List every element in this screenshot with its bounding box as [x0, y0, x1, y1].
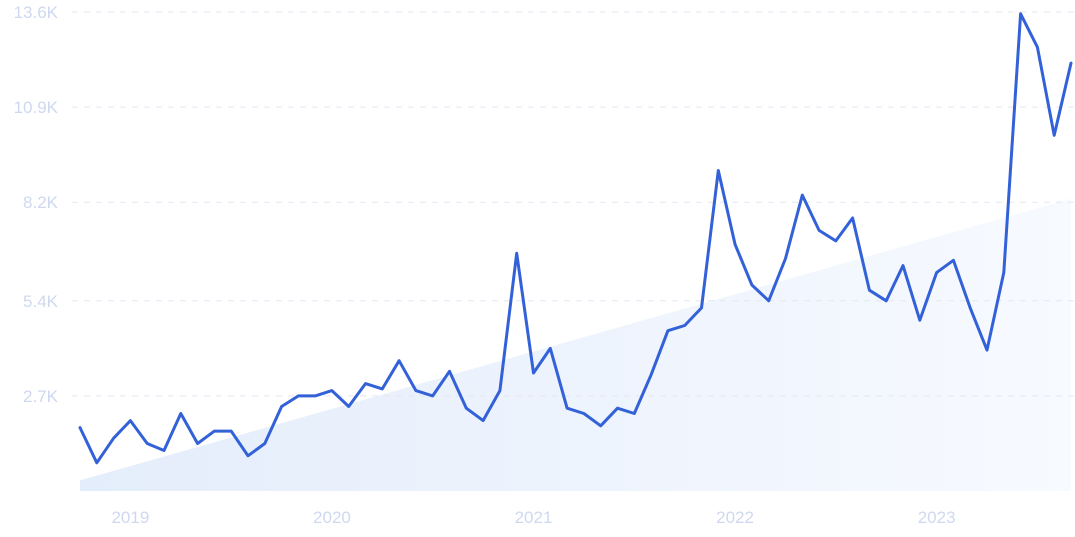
data-point: [734, 243, 737, 246]
data-point: [616, 407, 619, 410]
data-point: [112, 437, 115, 440]
data-point: [414, 389, 417, 392]
data-point: [347, 405, 350, 408]
data-point: [767, 299, 770, 302]
y-tick-label: 13.6K: [14, 3, 59, 22]
data-point: [1036, 46, 1039, 49]
data-point: [717, 169, 720, 172]
data-point: [1070, 62, 1073, 65]
y-tick-label: 8.2K: [23, 193, 59, 212]
data-point: [448, 370, 451, 373]
data-point: [465, 407, 468, 410]
data-point: [700, 306, 703, 309]
data-point: [666, 329, 669, 332]
data-point: [986, 349, 989, 352]
data-point: [633, 412, 636, 415]
y-tick-label: 10.9K: [14, 98, 59, 117]
y-tick-label: 5.4K: [23, 292, 59, 311]
data-point: [163, 449, 166, 452]
x-tick-label: 2019: [111, 508, 149, 527]
data-point: [179, 412, 182, 415]
data-point: [364, 382, 367, 385]
x-tick-label: 2022: [716, 508, 754, 527]
data-point: [834, 239, 837, 242]
data-point: [498, 389, 501, 392]
data-point: [885, 299, 888, 302]
data-point: [566, 407, 569, 410]
series-line: [78, 12, 1073, 465]
data-point: [902, 264, 905, 267]
data-point: [230, 430, 233, 433]
data-point: [801, 194, 804, 197]
data-point: [818, 229, 821, 232]
data-point: [784, 257, 787, 260]
data-point: [146, 442, 149, 445]
data-point: [1019, 12, 1022, 15]
trend-area: [80, 198, 1071, 491]
data-point: [263, 442, 266, 445]
data-point: [431, 394, 434, 397]
data-point: [582, 412, 585, 415]
data-point: [851, 217, 854, 220]
data-point: [213, 430, 216, 433]
data-point: [1053, 134, 1056, 137]
x-tick-label: 2023: [918, 508, 956, 527]
data-point: [952, 259, 955, 262]
data-point: [549, 347, 552, 350]
data-point: [532, 372, 535, 375]
data-point: [969, 306, 972, 309]
y-tick-label: 2.7K: [23, 387, 59, 406]
data-point: [314, 394, 317, 397]
data-point: [683, 324, 686, 327]
data-point: [297, 394, 300, 397]
data-point: [750, 284, 753, 287]
data-point: [381, 387, 384, 390]
data-point: [247, 454, 250, 457]
data-point: [95, 461, 98, 464]
data-point: [398, 359, 401, 362]
data-point: [918, 319, 921, 322]
data-point: [1002, 271, 1005, 274]
data-point: [650, 373, 653, 376]
x-tick-label: 2021: [515, 508, 553, 527]
x-tick-label: 2020: [313, 508, 351, 527]
data-point: [515, 252, 518, 255]
data-point: [330, 389, 333, 392]
data-point: [482, 419, 485, 422]
data-point: [935, 271, 938, 274]
data-point: [599, 424, 602, 427]
data-point: [868, 289, 871, 292]
data-point: [196, 442, 199, 445]
data-point: [79, 426, 82, 429]
data-point: [129, 419, 132, 422]
data-point: [280, 405, 283, 408]
